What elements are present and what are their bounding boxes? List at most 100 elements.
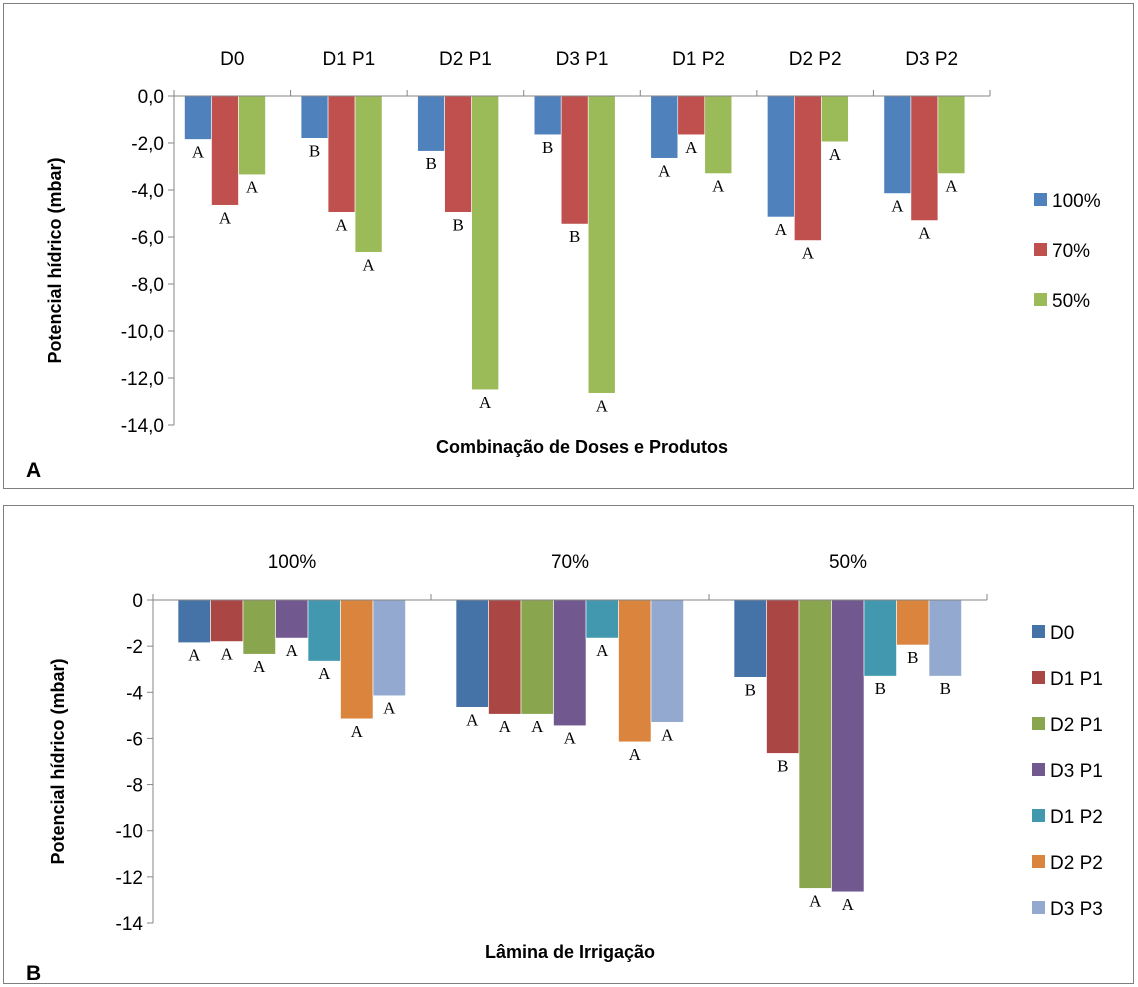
chart-b-y-tick-label: -14 (116, 914, 144, 935)
chart-b-bar (307, 599, 341, 662)
chart-b-letter-label: A (661, 725, 674, 744)
chart-b-letter-label: A (842, 895, 855, 914)
chart-b-bar (520, 599, 554, 715)
chart-b-y-axis-title: Potencial hídrico (mbar) (48, 658, 68, 864)
chart-b-bar (242, 599, 276, 655)
chart-b-letter-label: A (629, 745, 642, 764)
chart-a-bar (821, 95, 849, 143)
chart-b-y-tick-label: -12 (116, 868, 143, 889)
chart-b-legend-swatch (1032, 625, 1045, 638)
chart-b-panel-label: B (26, 962, 41, 985)
chart-a-letter-label: A (596, 396, 609, 415)
chart-a-letter-label: A (192, 142, 205, 161)
chart-b-bar (488, 599, 522, 715)
chart-b-bar (766, 599, 800, 754)
chart-a-x-axis-title: Combinação de Doses e Produtos (436, 437, 728, 457)
chart-a-letter-label: B (452, 215, 463, 234)
chart-a-bar (767, 95, 795, 218)
chart-a-bar (533, 95, 562, 136)
chart-b-bar (798, 599, 832, 889)
chart-b-x-axis-title: Lâmina de Irrigação (485, 942, 655, 962)
chart-a-category-label: D2 P1 (439, 49, 492, 70)
chart-a-bar (354, 95, 383, 253)
chart-a-letter-label: A (685, 138, 698, 157)
chart-b-letter-label: A (318, 664, 331, 683)
chart-a-bar (587, 95, 616, 394)
chart-b-letter-label: A (383, 699, 396, 718)
chart-a-letter-label: A (362, 255, 375, 274)
chart-b-legend-label: D0 (1050, 623, 1074, 644)
chart-a-bar (937, 95, 966, 174)
chart-a-category-label: D1 P2 (672, 49, 725, 70)
chart-b-y-tick-label: -4 (126, 683, 143, 704)
chart-a-category-label: D3 P2 (905, 49, 958, 70)
chart-b-legend-swatch (1032, 901, 1045, 914)
chart-b-bar (340, 599, 374, 720)
chart-b-svg: 0-2-4-6-8-10-12-14AABAABAAAAAAAABAABAAB1… (26, 552, 1103, 985)
chart-a-letter-label: B (309, 141, 320, 160)
chart-b-bar (585, 599, 619, 639)
chart-a-y-tick-label: -4,0 (131, 181, 164, 202)
chart-b-category-label: 100% (268, 552, 317, 573)
chart-a-bar (300, 95, 329, 139)
chart-a-bar (883, 95, 912, 194)
chart-b-category-label: 70% (551, 552, 589, 573)
chart-a-letter-label: A (891, 197, 904, 216)
chart-b-letter-label: B (745, 680, 756, 699)
chart-a-legend-swatch (1034, 243, 1047, 256)
chart-a-category-label: D1 P1 (322, 49, 375, 70)
chart-a-panel-label: A (26, 459, 41, 482)
chart-b-legend-label: D2 P2 (1050, 853, 1103, 874)
chart-b-legend-label: D1 P1 (1050, 669, 1103, 690)
chart-a-svg: 0,0-2,0-4,0-6,0-8,0-10,0-12,0-14,0A BBBAA… (26, 49, 1101, 482)
chart-a-y-tick-label: -8,0 (131, 275, 164, 296)
chart-a-y-tick-label: -2,0 (131, 134, 164, 155)
chart-a-letter-label: A (945, 177, 958, 196)
chart-a-bar (650, 95, 679, 159)
chart-a-legend-swatch (1034, 193, 1047, 206)
chart-b-letter-label: B (940, 679, 951, 698)
chart-b-legend-label: D3 P3 (1050, 899, 1103, 920)
chart-b-letter-label: B (907, 648, 918, 667)
chart-a-legend-swatch (1034, 293, 1047, 306)
chart-a-bar (327, 95, 356, 213)
chart-a-letter-label: A (712, 177, 725, 196)
chart-a-legend-label: 100% (1052, 191, 1101, 212)
chart-b-legend-swatch (1032, 855, 1045, 868)
chart-b-letter-label: A (466, 710, 479, 729)
chart-a-bar (910, 95, 939, 221)
chart-b-letter-label: A (221, 645, 234, 664)
chart-b-letter-label: A (286, 641, 299, 660)
chart-a-y-tick-label: -12,0 (121, 369, 164, 390)
chart-a-bar (184, 95, 212, 140)
chart-b-bar (733, 599, 767, 678)
chart-a-y-axis-title: Potencial hídrico (mbar) (45, 157, 65, 363)
chart-b-bar (455, 599, 489, 708)
chart-b-legend-label: D3 P1 (1050, 761, 1103, 782)
chart-b-letter-label: A (351, 722, 364, 741)
chart-a-y-tick-label: -6,0 (131, 228, 164, 249)
chart-a-bar (238, 95, 266, 176)
chart-a-letter-label: A (335, 215, 348, 234)
chart-a-letter-label: A (775, 220, 788, 239)
chart-a-legend-label: 70% (1052, 241, 1090, 262)
chart-b-bar (928, 599, 962, 677)
chart-b-legend-label: D2 P1 (1050, 715, 1103, 736)
chart-b-letter-label: A (809, 891, 822, 910)
chart-b-legend-swatch (1032, 717, 1045, 730)
chart-a-legend-label: 50% (1052, 291, 1090, 312)
chart-b-letter-label: A (596, 641, 609, 660)
chart-a-letter-label: A (479, 393, 492, 412)
chart-a-letter-label: A (802, 244, 815, 263)
chart-b-bar (831, 599, 865, 893)
chart-a-letter-label: B (569, 227, 580, 246)
chart-a-category-label: D3 P1 (556, 49, 609, 70)
chart-a-letter-label: A (918, 224, 931, 243)
chart-b-letter-label: A (564, 729, 577, 748)
chart-a-y-tick-label: -14,0 (121, 416, 164, 437)
chart-b-legend-swatch (1032, 671, 1045, 684)
chart-a-category-label: D0 (220, 49, 244, 70)
chart-b-category-label: 50% (829, 552, 867, 573)
chart-b-letter-label: A (499, 717, 512, 736)
chart-b-bar (553, 599, 587, 727)
